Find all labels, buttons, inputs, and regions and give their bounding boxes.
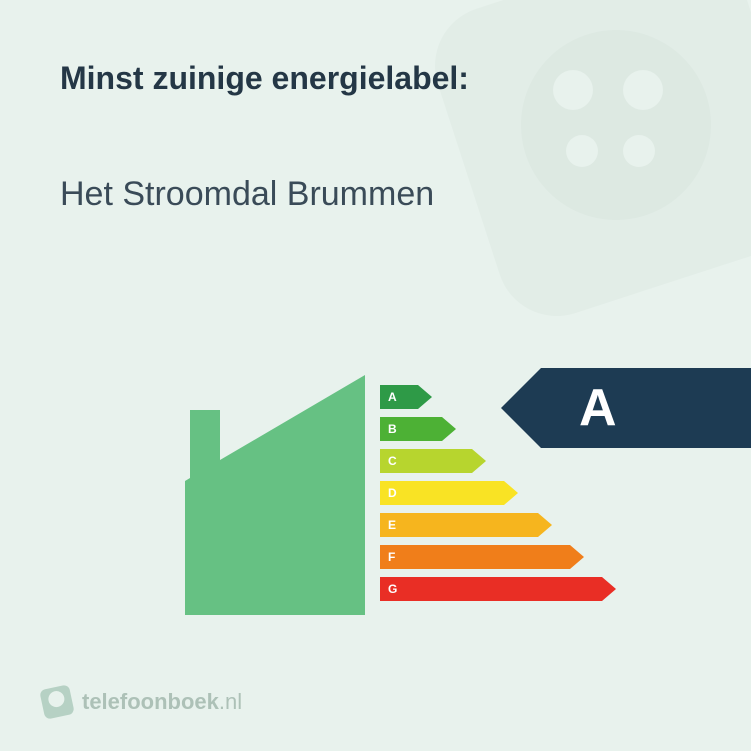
energy-bar-g: G (380, 577, 397, 601)
brand-text: telefoonboek.nl (82, 689, 242, 715)
page-title: Minst zuinige energielabel: (60, 60, 469, 97)
rating-pointer: A (541, 368, 751, 448)
energy-bar-label: C (388, 454, 397, 468)
energy-bar-label: A (388, 390, 397, 404)
energy-bar-d: D (380, 481, 397, 505)
energy-bar-label: D (388, 486, 397, 500)
brand-logo-icon (39, 684, 75, 720)
energy-bar-label: F (388, 550, 395, 564)
energy-bar-c: C (380, 449, 397, 473)
energy-bars: A B C D E F G (380, 385, 397, 609)
energy-bar-b: B (380, 417, 397, 441)
background-watermark (451, 0, 751, 300)
energy-bar-e: E (380, 513, 397, 537)
house-icon (185, 375, 365, 615)
rating-letter: A (579, 378, 617, 438)
location-name: Het Stroomdal Brummen (60, 175, 434, 214)
energy-bar-label: B (388, 422, 397, 436)
energy-bar-label: E (388, 518, 396, 532)
energy-bar-f: F (380, 545, 397, 569)
footer-brand: telefoonboek.nl (42, 687, 242, 717)
energy-bar-a: A (380, 385, 397, 409)
energy-bar-label: G (388, 582, 397, 596)
